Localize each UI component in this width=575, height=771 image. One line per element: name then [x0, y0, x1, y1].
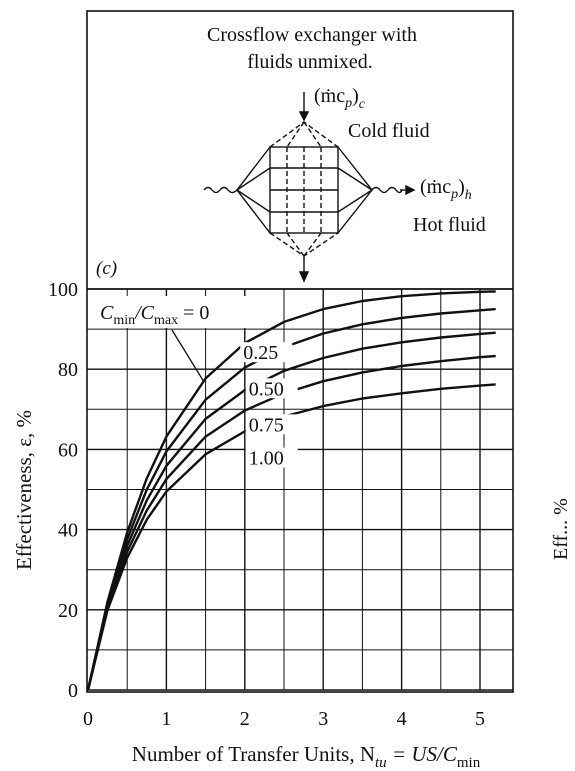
- x-tick-label: 5: [475, 708, 485, 730]
- y-tick-label: 20: [58, 600, 78, 622]
- y-tick-label: 60: [58, 439, 78, 461]
- x-tick-label: 4: [397, 708, 407, 730]
- x-tick-label: 2: [240, 708, 250, 730]
- cold-header-spoke-1: [286, 121, 305, 148]
- caption-line-1: Crossflow exchanger with: [207, 24, 417, 46]
- curve-label: 0.75: [249, 414, 284, 436]
- curve-cratio-0.25: [86, 307, 496, 691]
- curve-label: 0.50: [249, 378, 284, 400]
- panel-label: (c): [96, 258, 117, 279]
- y-tick-label: 100: [48, 279, 78, 301]
- adjacent-panel-fragment: Eff... %: [550, 498, 572, 560]
- y-tick-label: 80: [58, 359, 78, 381]
- exchanger-schematic: [203, 92, 416, 283]
- curve-cratio-0: [86, 290, 496, 691]
- ratio-label: Cmin/Cmax = 0: [100, 302, 209, 328]
- hot-inlet-header: [236, 146, 271, 234]
- y-axis-title: Effectiveness, ε, %: [12, 410, 36, 570]
- x-tick-label: 3: [318, 708, 328, 730]
- hot-inlet-wave: [203, 186, 238, 194]
- curve-label: 0.25: [243, 342, 278, 364]
- hot-outlet-header: [337, 146, 373, 234]
- x-tick-label: 1: [161, 708, 171, 730]
- panel-frame: [86, 10, 514, 693]
- curve-labels: 0.25 0.50 0.75 1.00: [240, 342, 298, 470]
- cold-fluid-label: Cold fluid: [348, 120, 430, 142]
- curve-label-bg: [245, 414, 298, 435]
- cold-outlet-spoke-2: [303, 232, 322, 257]
- curve-label-bg: [245, 378, 298, 399]
- axis-ticks: 0 20 40 60 80 100 0 1 2 3 4 5: [48, 279, 485, 730]
- cold-outlet-header: [269, 232, 339, 257]
- cold-inlet-arrowhead: [298, 111, 310, 122]
- ratio-leader-line: [171, 329, 205, 383]
- cold-inlet-header: [269, 121, 339, 148]
- cold-header-spoke-2: [303, 121, 322, 148]
- cold-outlet-spoke-1: [286, 232, 305, 257]
- cold-outlet-arrowhead: [298, 271, 310, 283]
- hot-fluid-label: Hot fluid: [413, 214, 486, 236]
- plot-grid: [87, 288, 513, 691]
- hot-flow-label: (ṁcp)h: [420, 176, 472, 203]
- hot-outlet-arrowhead: [405, 184, 416, 196]
- curve-label-bg: [245, 447, 298, 468]
- hot-outlet-wave: [371, 186, 403, 194]
- curve-label-bg: [240, 342, 293, 363]
- x-axis-title: Number of Transfer Units, Ntu = US/Cmin: [132, 742, 481, 771]
- curve-cratio-0.75: [86, 354, 496, 691]
- caption-line-2: fluids unmixed.: [247, 51, 373, 73]
- y-tick-label: 0: [68, 680, 78, 702]
- ratio-label-bg: [97, 296, 267, 328]
- y-tick-label: 40: [58, 520, 78, 542]
- curve-label: 1.00: [249, 448, 284, 470]
- x-tick-label: 0: [83, 708, 93, 730]
- cold-flow-label: (ṁcp)c: [314, 85, 366, 112]
